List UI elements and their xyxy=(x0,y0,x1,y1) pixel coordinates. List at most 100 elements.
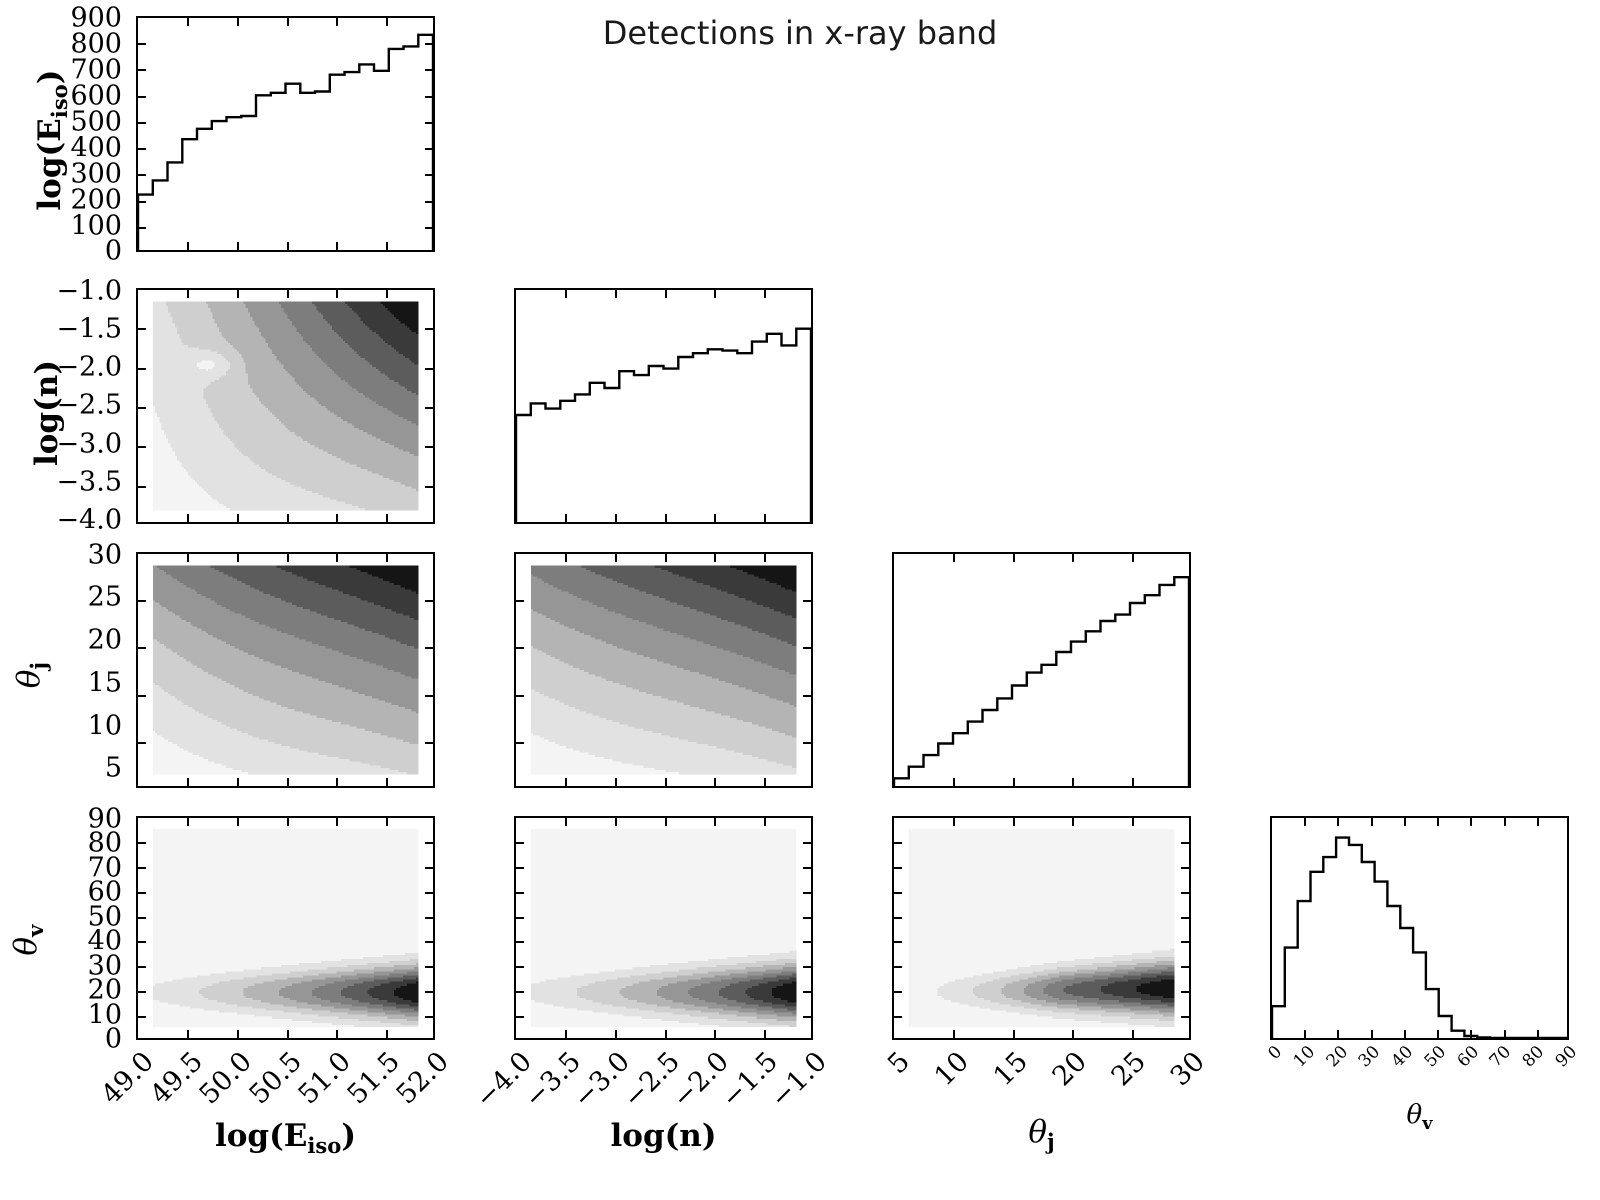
xtick-mark xyxy=(286,1030,289,1038)
ytick-mark-right xyxy=(425,600,433,603)
axis-name-log-eiso-row1: log(Eiso) xyxy=(31,69,73,211)
xtick-mark-top xyxy=(236,554,239,562)
hist-theta-v-curve xyxy=(1272,818,1567,1038)
ytick-mark xyxy=(516,891,524,894)
xtick-mark xyxy=(336,1030,339,1038)
axis-name-log-n-row2: log(n) xyxy=(29,360,65,467)
ytick-mark-right xyxy=(425,1016,433,1019)
xtick-mark xyxy=(764,514,767,522)
ytick-thetav-80: 80 xyxy=(87,827,122,859)
ytick-thetaj-20: 20 xyxy=(87,624,122,656)
xtick-mark xyxy=(386,778,389,786)
xtick-mark-top xyxy=(336,554,339,562)
xtick-mark xyxy=(186,1030,189,1038)
contour-thetav-vs-logn-fills xyxy=(530,829,797,1027)
ytick-mark-right xyxy=(803,694,811,697)
ytick-700: 700 xyxy=(70,54,122,86)
xtick-mark xyxy=(952,778,955,786)
ytick-200: 200 xyxy=(70,184,122,216)
xtick-mark xyxy=(236,1030,239,1038)
ytick-mark xyxy=(516,1016,524,1019)
contour-thetav-vs-logeiso-fills xyxy=(152,829,419,1027)
ytick-mark-right xyxy=(803,891,811,894)
ytick-900: 900 xyxy=(70,2,122,34)
ytick-mark xyxy=(516,866,524,869)
ytick-mark-right xyxy=(803,916,811,919)
ytick-mark-right xyxy=(425,866,433,869)
ytick-mark-right xyxy=(425,95,433,98)
xtick-mark-top xyxy=(1132,818,1135,826)
panel-hist-theta-v xyxy=(1270,816,1569,1040)
xtick-mark xyxy=(664,778,667,786)
xtick-mark-top xyxy=(714,818,717,826)
panel-contour-thetav-vs-thetaj xyxy=(892,816,1191,1040)
ytick-mark-right xyxy=(1181,916,1189,919)
axis-name-log-n-bottom: log(n) xyxy=(610,1118,717,1154)
axis-name-theta-j-row3: θj xyxy=(10,661,52,689)
xtick-mark-top xyxy=(336,290,339,298)
xtick-mark xyxy=(1304,1030,1307,1038)
ytick-mark-right xyxy=(425,647,433,650)
ytick-mark xyxy=(138,991,146,994)
xtick-mark xyxy=(614,1030,617,1038)
ytick-mark xyxy=(138,174,146,177)
xtick-mark xyxy=(336,778,339,786)
xtick-mark-top xyxy=(564,818,567,826)
xtick-mark xyxy=(714,514,717,522)
xtick-mark-top xyxy=(952,818,955,826)
ytick-mark xyxy=(516,741,524,744)
xtick-mark xyxy=(286,514,289,522)
xtick-mark-top xyxy=(1012,554,1015,562)
ytick-mark xyxy=(138,841,146,844)
ytick-mark-right xyxy=(425,446,433,449)
ytick-600: 600 xyxy=(70,80,122,112)
contour-thetaj-vs-logn-fills xyxy=(530,565,797,775)
panel-hist-log-eiso xyxy=(136,16,435,252)
ytick-mark xyxy=(138,741,146,744)
ytick-400: 400 xyxy=(70,132,122,164)
ytick-mark-right xyxy=(425,741,433,744)
xtick-mark xyxy=(614,514,617,522)
ytick-mark xyxy=(138,200,146,203)
xtick-mark-top xyxy=(336,18,339,26)
panel-contour-thetaj-vs-logeiso xyxy=(136,552,435,788)
ytick-800: 800 xyxy=(70,28,122,60)
xtick-mark-top xyxy=(952,554,955,562)
ytick-mark xyxy=(138,891,146,894)
ytick-mark-right xyxy=(803,841,811,844)
ytick-mark-right xyxy=(425,200,433,203)
xtick-mark xyxy=(564,514,567,522)
xtick-mark-top xyxy=(286,554,289,562)
ytick-300: 300 xyxy=(70,158,122,190)
xtick-mark-top xyxy=(664,818,667,826)
ytick-mark-right xyxy=(803,941,811,944)
contour-thetaj-vs-logeiso-fills xyxy=(152,565,419,775)
ytick-mark xyxy=(138,69,146,72)
ytick-mark-right xyxy=(1181,891,1189,894)
ytick-mark-right xyxy=(803,600,811,603)
xtick-mark xyxy=(714,778,717,786)
ytick-mark-right xyxy=(425,991,433,994)
xtick-mark-top xyxy=(1370,818,1373,826)
ytick-thetav-20: 20 xyxy=(87,974,122,1006)
xtick-mark-top xyxy=(1437,818,1440,826)
ytick-mark-right xyxy=(803,741,811,744)
xtick-mark-top xyxy=(386,290,389,298)
xtick-mark-top xyxy=(764,290,767,298)
xtick-mark xyxy=(1337,1030,1340,1038)
ytick-mark xyxy=(138,647,146,650)
ytick-mark xyxy=(138,121,146,124)
hist-log-n-area xyxy=(516,290,811,522)
ytick-logn-m3.0: −3.0 xyxy=(56,428,122,460)
ytick-mark xyxy=(138,148,146,151)
ytick-mark xyxy=(516,916,524,919)
ytick-mark xyxy=(894,991,902,994)
xtick-mark xyxy=(1437,1030,1440,1038)
ytick-logn-m1.0: −1.0 xyxy=(56,275,122,307)
ytick-mark-right xyxy=(425,407,433,409)
xtick-mark xyxy=(236,778,239,786)
xtick-mark-top xyxy=(386,554,389,562)
xtick-mark xyxy=(1012,1030,1015,1038)
hist-log-eiso-curve xyxy=(138,18,433,250)
